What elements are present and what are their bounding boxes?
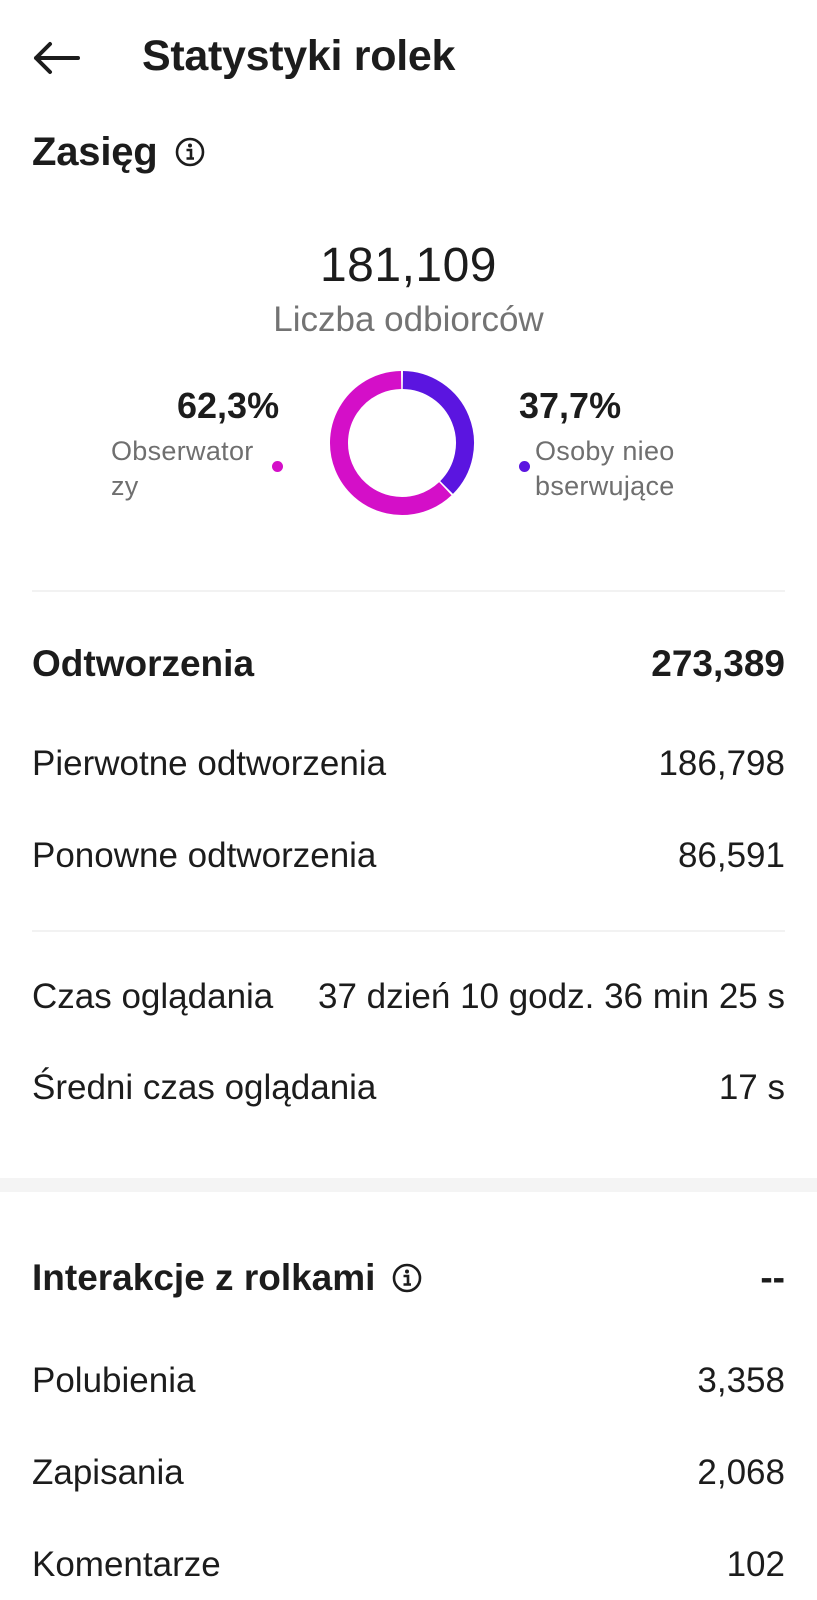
page-title: Statystyki rolek [142,32,456,80]
non-followers-percent: 37,7% [519,385,622,426]
followers-label-line2: zy [111,471,139,501]
stat-label: Średni czas oglądania [32,1068,377,1107]
non-followers-label-line2: bserwujące [535,471,675,501]
info-icon[interactable] [391,1262,423,1294]
plays-title: Odtworzenia [32,643,255,684]
stat-label: Czas oglądania [32,977,274,1016]
header-bar: Statystyki rolek [0,0,817,110]
followers-percent: 62,3% [177,385,280,426]
stat-value: 17 s [718,1068,785,1107]
stat-row: Średni czas oglądania 17 s [32,1066,785,1110]
stat-row: Komentarze 102 [32,1543,785,1587]
followers-label-line1: Obserwator [111,436,254,466]
stat-value: 102 [726,1545,785,1584]
interactions-title-text: Interakcje z rolkami [32,1257,376,1298]
stat-label: Ponowne odtworzenia [32,836,377,875]
stat-row: Polubienia 3,358 [32,1359,785,1403]
stat-value: 3,358 [697,1361,785,1400]
non-followers-segment [402,371,474,494]
back-button[interactable] [30,36,82,80]
stat-label: Komentarze [32,1545,221,1584]
info-icon[interactable] [174,136,206,168]
reach-section-title: Zasięg [32,128,206,176]
followers-segment [330,371,452,515]
interactions-total: -- [760,1257,785,1298]
stat-label: Zapisania [32,1453,184,1492]
followers-label: Obserwator zy [111,434,254,504]
stat-value: 37 dzień 10 godz. 36 min 25 s [318,977,785,1016]
stat-row: Ponowne odtworzenia 86,591 [32,834,785,878]
interactions-total-row: Interakcje z rolkami -- [32,1256,785,1300]
non-followers-legend-dot [519,461,530,472]
stat-value: 2,068 [697,1453,785,1492]
stat-row: Zapisania 2,068 [32,1451,785,1495]
reach-donut-chart [330,371,474,515]
stat-value: 86,591 [677,836,785,875]
followers-legend-dot [272,461,283,472]
stat-label: Polubienia [32,1361,196,1400]
reach-total: 181,109 [319,239,497,292]
arrow-left-icon [34,42,80,74]
reach-total-label: Liczba odbiorców [273,300,544,339]
plays-total-row: Odtworzenia 273,389 [32,642,785,686]
divider [32,930,785,932]
stat-row: Pierwotne odtworzenia 186,798 [32,742,785,786]
interactions-title: Interakcje z rolkami [32,1256,423,1300]
divider [32,590,785,592]
stat-value: 186,798 [658,744,785,783]
plays-total: 273,389 [651,643,785,684]
non-followers-label: Osoby nieo bserwujące [535,434,675,504]
non-followers-label-line1: Osoby nieo [535,436,675,466]
section-divider [0,1178,817,1192]
stat-label: Pierwotne odtworzenia [32,744,387,783]
reach-title-text: Zasięg [32,130,158,174]
stat-row: Czas oglądania 37 dzień 10 godz. 36 min … [32,975,785,1019]
